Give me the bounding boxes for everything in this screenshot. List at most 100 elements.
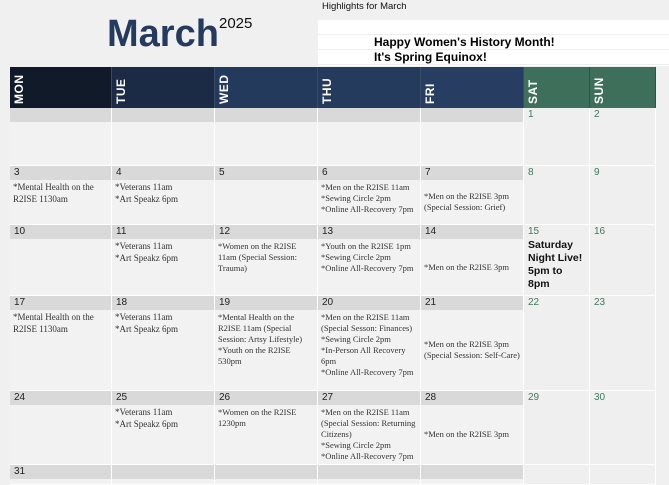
event-list <box>590 239 655 295</box>
day-cell[interactable] <box>421 465 524 485</box>
weekday-label: MON <box>12 74 26 105</box>
day-number: 14 <box>421 225 523 239</box>
event-list: *Women on the R2ISE 1230pm <box>215 405 317 464</box>
day-cell[interactable]: 17 *Mental Health on the R2ISE 1130am <box>10 296 112 391</box>
day-number: 31 <box>10 465 111 479</box>
event-item: *Art Speakz 6pm <box>115 193 178 204</box>
day-cell[interactable]: 1 <box>524 108 590 166</box>
event-item: *Mental Health on the R2ISE 11am (Specia… <box>218 312 303 344</box>
year-label: 2025 <box>219 15 253 32</box>
day-cell[interactable] <box>10 108 112 166</box>
event-item: *Sewing Circle 2pm <box>321 440 391 450</box>
day-cell[interactable] <box>215 108 318 166</box>
event-list <box>112 479 214 484</box>
day-cell[interactable]: 30 <box>590 391 656 465</box>
day-cell[interactable]: 21 *Men on the R2ISE 3pm (Special Session… <box>421 296 524 391</box>
day-number: 3 <box>10 166 111 180</box>
header-mon: MON <box>10 67 112 108</box>
highlights-label: Highlights for March <box>322 1 407 12</box>
event-list <box>10 122 111 165</box>
event-list <box>590 122 655 165</box>
day-cell[interactable]: 5 <box>215 166 318 225</box>
day-cell[interactable]: 12 *Women on the R2ISE 11am (Special Sess… <box>215 225 318 296</box>
day-cell[interactable]: 25 *Veterans 11am *Art Speakz 6pm <box>112 391 215 465</box>
day-cell[interactable]: 20 *Men on the R2ISE 11am (Special Sesson… <box>318 296 421 391</box>
day-number: 2 <box>594 109 600 120</box>
event-item: *Men on the R2ISE 3pm <box>424 261 509 272</box>
day-cell[interactable]: 28 *Men on the R2ISE 3pm <box>421 391 524 465</box>
day-cell[interactable] <box>524 465 590 485</box>
day-number: 7 <box>421 166 523 180</box>
event-item: *Art Speakz 6pm <box>115 252 178 263</box>
day-cell[interactable]: 14 *Men on the R2ISE 3pm <box>421 225 524 296</box>
day-number <box>590 465 655 479</box>
header-sat: SAT <box>524 67 590 108</box>
event-list <box>10 405 111 464</box>
day-cell[interactable]: 9 <box>590 166 656 225</box>
event-list <box>524 405 589 464</box>
day-number: 26 <box>215 391 317 405</box>
day-cell[interactable] <box>215 465 318 485</box>
day-cell[interactable]: 19 *Mental Health on the R2ISE 11am (Spec… <box>215 296 318 391</box>
day-cell[interactable] <box>421 108 524 166</box>
day-cell[interactable]: 8 <box>524 166 590 225</box>
day-cell[interactable]: 31 <box>10 465 112 485</box>
day-cell[interactable] <box>112 465 215 485</box>
day-number: 20 <box>318 296 420 310</box>
event-list: *Men on the R2ISE 3pm (Special Session: … <box>421 310 523 390</box>
day-cell[interactable]: 18 *Veterans 11am *Art Speakz 6pm <box>112 296 215 391</box>
event-list: *Women on the R2ISE 11am (Special Sessio… <box>215 239 317 295</box>
day-cell[interactable]: 4 *Veterans 11am *Art Speakz 6pm <box>112 166 215 225</box>
day-cell[interactable] <box>112 108 215 166</box>
week-row: 24 25 *Veterans 11am *Art Speakz 6pm 26 *Wome… <box>10 391 656 465</box>
day-cell[interactable]: 13 *Youth on the R2ISE 1pm *Sewing Circle … <box>318 225 421 296</box>
header-fri: FRI <box>421 67 524 108</box>
event-list: *Veterans 11am *Art Speakz 6pm <box>112 180 214 224</box>
day-cell[interactable]: 10 <box>10 225 112 296</box>
event-list: *Mental Health on the R2ISE 1130am <box>10 310 111 390</box>
event-item: *Veterans 11am <box>115 407 173 417</box>
week-row: 31 <box>10 465 656 485</box>
header-thu: THU <box>318 67 421 108</box>
weekday-label: THU <box>320 77 334 104</box>
day-cell[interactable]: 2 <box>590 108 656 166</box>
week-row: 17 *Mental Health on the R2ISE 1130am 18 *V… <box>10 296 656 391</box>
day-cell[interactable] <box>318 465 421 485</box>
day-cell[interactable]: 6 *Men on the R2ISE 11am *Sewing Circle 2p… <box>318 166 421 225</box>
day-cell[interactable]: 24 <box>10 391 112 465</box>
event-list <box>524 122 589 165</box>
event-item: *Men on the R2ISE 3pm <box>424 429 509 439</box>
event-list <box>215 479 317 484</box>
highlight-line: It's Spring Equinox! <box>318 50 669 65</box>
event-list <box>421 479 523 484</box>
day-cell[interactable]: 22 <box>524 296 590 391</box>
event-item: *Veterans 11am <box>115 182 173 192</box>
day-cell[interactable]: 15 Saturday Night Live! 5pm to 8pm <box>524 225 590 296</box>
event-item: *Art Speakz 6pm <box>115 418 178 429</box>
event-item: *Online All-Recovery 7pm <box>321 263 414 273</box>
day-cell[interactable]: 7 *Men on the R2ISE 3pm (Special Session:… <box>421 166 524 225</box>
day-cell[interactable]: 27 *Men on the R2ISE 11am (Special Sessio… <box>318 391 421 465</box>
day-number: 4 <box>112 166 214 180</box>
event-item: *Women on the R2ISE 1230pm <box>218 407 297 428</box>
day-cell[interactable]: 3 *Mental Health on the R2ISE 1130am <box>10 166 112 225</box>
day-number: 9 <box>594 167 600 178</box>
day-cell[interactable]: 16 <box>590 225 656 296</box>
day-number: 30 <box>594 392 606 403</box>
day-cell[interactable]: 11 *Veterans 11am *Art Speakz 6pm <box>112 225 215 296</box>
day-cell[interactable] <box>318 108 421 166</box>
event-list: *Mental Health on the R2ISE 1130am <box>10 180 111 224</box>
day-cell[interactable]: 23 <box>590 296 656 391</box>
day-cell[interactable] <box>590 465 656 485</box>
event-list: *Veterans 11am *Art Speakz 6pm <box>112 239 214 295</box>
day-number: 19 <box>215 296 317 310</box>
weekday-label: TUE <box>114 78 128 105</box>
event-item: *Youth on the R2ISE 1pm <box>321 241 411 251</box>
day-cell[interactable]: 26 *Women on the R2ISE 1230pm <box>215 391 318 465</box>
day-cell[interactable]: 29 <box>524 391 590 465</box>
event-list <box>112 122 214 165</box>
week-row: 10 11 *Veterans 11am *Art Speakz 6pm 12 *Wome… <box>10 225 656 296</box>
day-number: 13 <box>318 225 420 239</box>
event-item: *Online All-Recovery 7pm <box>321 367 414 377</box>
